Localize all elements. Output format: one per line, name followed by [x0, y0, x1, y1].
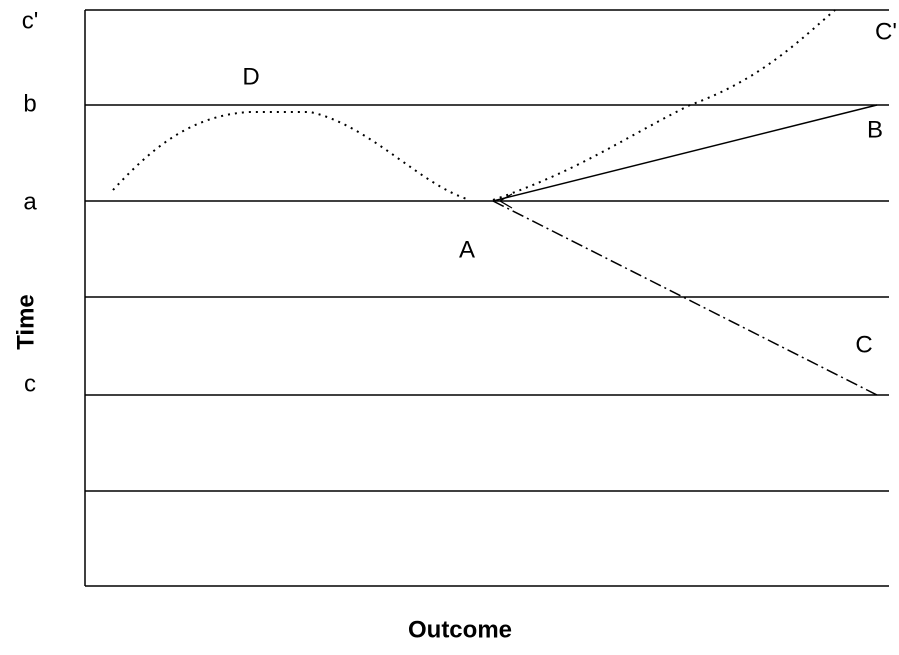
y-axis-label: Time [12, 294, 39, 350]
curve-c [492, 200, 878, 396]
curve-label: A [459, 236, 475, 263]
curves [112, 9, 878, 396]
arrowhead [498, 193, 513, 209]
level-label: c [24, 370, 36, 397]
curve-d [112, 111, 471, 201]
level-label: b [23, 90, 36, 117]
level-label: a [23, 188, 37, 215]
curve-b [492, 104, 878, 202]
x-axis-label: Outcome [408, 616, 512, 643]
curve-label: C' [875, 18, 897, 45]
curve-label: D [242, 63, 259, 90]
level-label: c' [22, 7, 39, 34]
curve-c-prime [492, 9, 836, 201]
curve-label: C [855, 331, 872, 358]
frame [84, 9, 889, 587]
curve-label: B [867, 116, 883, 143]
